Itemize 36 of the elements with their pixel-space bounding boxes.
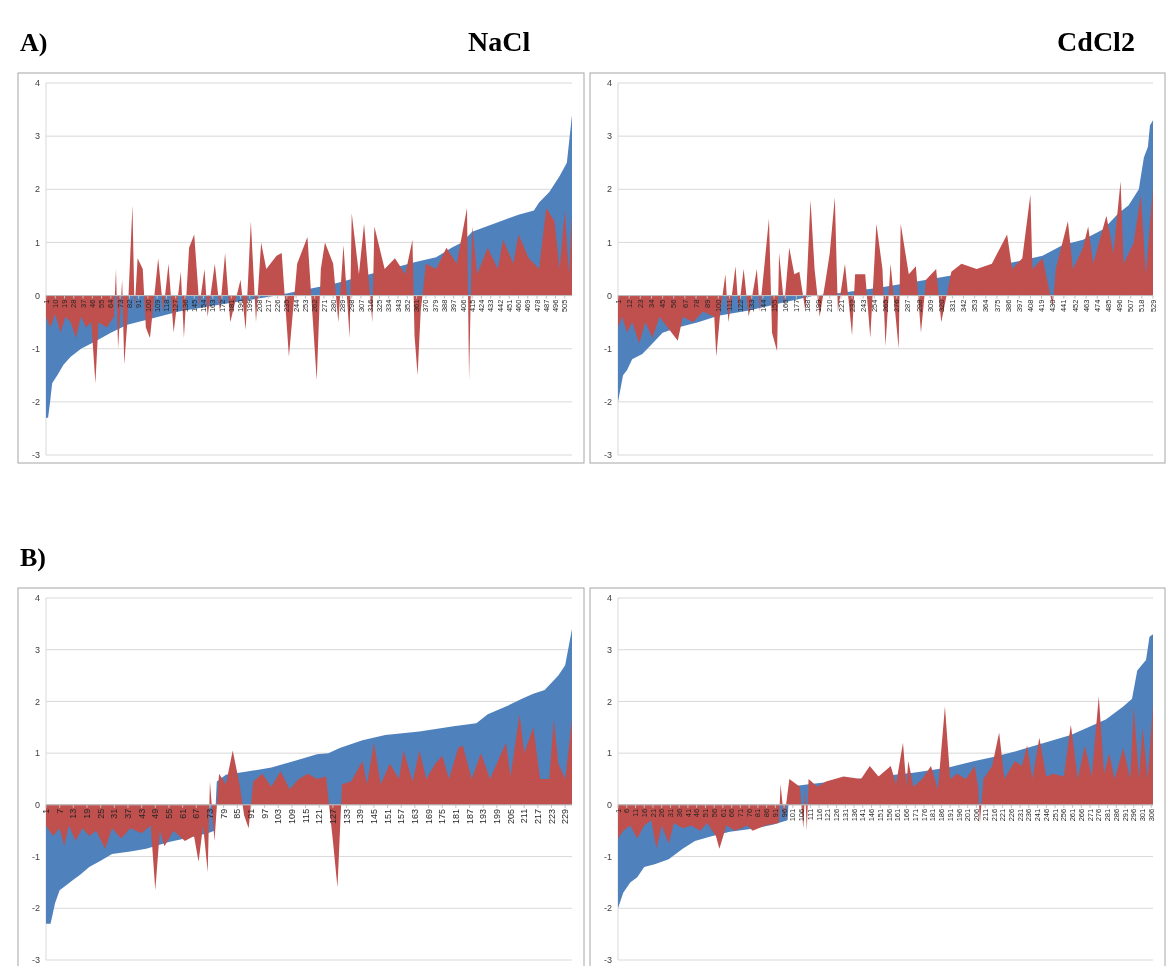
y-tick-label: 2 (606, 184, 612, 195)
y-tick-label: -2 (603, 397, 612, 408)
y-tick-label: 0 (606, 290, 612, 301)
y-tick-label: 3 (606, 131, 612, 142)
y-tick-label: -1 (603, 851, 612, 862)
y-tick-label: 3 (34, 131, 40, 142)
y-tick-label: 0 (606, 800, 612, 811)
y-tick-label: 4 (606, 78, 612, 89)
y-tick-label: 4 (34, 78, 40, 89)
y-tick-label: -2 (603, 903, 612, 914)
y-tick-label: -3 (603, 955, 612, 966)
y-tick-label: -2 (31, 903, 40, 914)
y-tick-label: 3 (606, 644, 612, 655)
y-tick-label: 4 (34, 593, 40, 604)
y-tick-label: 1 (34, 748, 40, 759)
text: A) (20, 28, 48, 57)
y-tick-label: 1 (34, 237, 40, 248)
y-tick-label: 0 (34, 800, 40, 811)
y-tick-label: -3 (31, 955, 40, 966)
y-tick-label: -3 (603, 450, 612, 461)
y-tick-label: 1 (606, 748, 612, 759)
y-tick-label: 1 (606, 237, 612, 248)
y-tick-label: 2 (34, 184, 40, 195)
y-tick-label: 2 (606, 696, 612, 707)
chart-title: NaCl (467, 26, 531, 57)
y-tick-label: -1 (603, 343, 612, 354)
y-tick-label: 0 (34, 290, 40, 301)
y-tick-label: 4 (606, 593, 612, 604)
y-tick-label: -3 (31, 450, 40, 461)
y-tick-label: -1 (31, 343, 40, 354)
y-tick-label: -2 (31, 397, 40, 408)
chart-title: CdCl2 (1057, 26, 1135, 57)
y-tick-label: 3 (34, 644, 40, 655)
text: B) (20, 543, 46, 572)
y-tick-label: -1 (31, 851, 40, 862)
y-tick-label: 2 (34, 696, 40, 707)
